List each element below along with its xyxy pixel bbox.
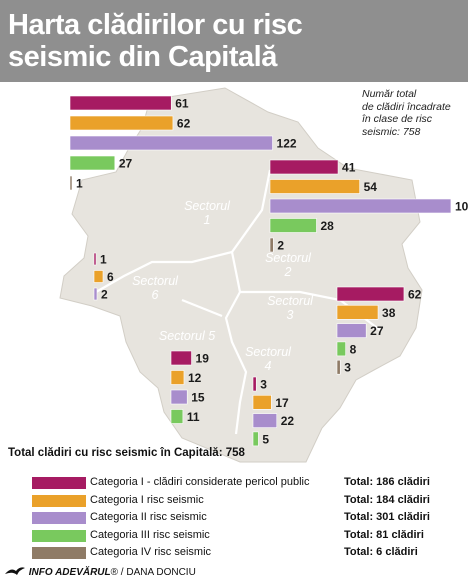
bar-value-label: 122	[277, 137, 297, 151]
bar	[252, 413, 278, 428]
legend-total: Total: 81 clădiri	[344, 528, 424, 541]
legend-swatch	[32, 529, 86, 542]
bar-value-label: 62	[408, 288, 422, 302]
bar	[93, 252, 97, 266]
bar	[269, 179, 360, 194]
legend-swatch	[32, 547, 86, 559]
bar-value-label: 1	[100, 253, 107, 267]
bar-value-label: 38	[382, 306, 396, 320]
sector-label: Sectorul	[132, 274, 179, 288]
bar-value-label: 28	[320, 219, 334, 233]
sector-label: Sectorul 5	[159, 329, 215, 343]
bar-value-label: 22	[281, 414, 295, 428]
bar	[269, 237, 274, 253]
page-title-line-1: Harta clădirilor cu risc	[8, 9, 303, 41]
bar-value-label: 27	[370, 324, 384, 338]
bird-logo-icon	[4, 567, 29, 578]
bar	[269, 159, 339, 175]
bar-value-label: 3	[260, 378, 267, 392]
bar-value-label: 17	[275, 396, 289, 410]
bar-value-label: 6	[107, 270, 114, 284]
bar	[93, 287, 98, 301]
legend-label: Categoria III risc seismic	[90, 528, 210, 541]
bar-value-label: 109	[455, 200, 468, 214]
bar	[336, 286, 405, 302]
legend-item: Categoria III risc seismic Total: 81 clăd…	[14, 527, 460, 544]
sector-label: Sectorul	[265, 251, 312, 265]
sector-label: 3	[287, 308, 294, 322]
legend-label: Categoria I - clădiri considerate perico…	[90, 476, 310, 488]
legend-item: Categoria I - clădiri considerate perico…	[14, 474, 460, 491]
legend-swatch	[32, 494, 86, 507]
sector-label: 6	[152, 288, 159, 302]
bar-value-label: 54	[364, 180, 378, 194]
bar	[336, 323, 367, 338]
bar	[69, 135, 273, 151]
legend-total: Total: 6 clădiri	[344, 546, 418, 558]
credit-brand: INFO ADEVĂRUL	[28, 567, 111, 578]
bar	[69, 115, 174, 131]
bar-value-label: 11	[187, 410, 200, 424]
legend-item: Categoria II risc seismic Total: 301 clăd…	[14, 509, 460, 526]
bar	[93, 270, 104, 283]
bar-value-label: 12	[188, 371, 202, 385]
credit-author: ® / DANA DONCIU	[110, 567, 196, 578]
bar	[252, 394, 272, 410]
bar	[252, 376, 257, 392]
legend-item: Categoria I risc seismic Total: 184 clădi…	[14, 492, 460, 509]
legend-total: Total: 184 clădiri	[344, 493, 430, 506]
bar	[170, 389, 188, 405]
sector-label: Sectorul	[184, 199, 231, 213]
bar-value-label: 27	[119, 157, 133, 171]
bar	[336, 304, 379, 320]
sector-labels: Sectorul1Sectorul2Sectorul3Sectorul4Sect…	[132, 199, 314, 373]
sector-label: 2	[284, 265, 292, 279]
bar-value-label: 61	[175, 97, 189, 111]
sector-label: 1	[204, 213, 211, 227]
legend-label: Categoria I risc seismic	[90, 493, 204, 506]
bar-value-label: 19	[196, 352, 210, 366]
sector-label: 4	[265, 359, 272, 373]
credit-line: INFO ADEVĂRUL® / DANA DONCIU	[4, 566, 196, 578]
bar-value-label: 8	[350, 342, 357, 356]
legend-swatch	[32, 512, 86, 524]
legend-total: Total: 186 clădiri	[344, 476, 430, 488]
note-line: seismic: 758	[362, 125, 421, 138]
bar	[69, 95, 172, 111]
total-note: Număr total de clădiri încadrate în clas…	[362, 88, 462, 138]
legend-item: Categoria IV risc seismic Total: 6 clădir…	[14, 544, 460, 561]
bar	[269, 198, 452, 214]
legend-swatch	[32, 477, 86, 489]
bar-value-label: 41	[342, 161, 356, 175]
bar-value-label: 2	[101, 288, 108, 302]
bar-series: 6162122271415410928262382783317225191215…	[69, 95, 468, 447]
bar-value-label: 15	[191, 391, 205, 405]
bar	[336, 341, 346, 357]
bar-value-label: 3	[344, 361, 351, 375]
note-line: Număr total	[362, 88, 417, 100]
bar	[170, 350, 192, 366]
bar	[69, 155, 116, 171]
bar-value-label: 62	[177, 117, 191, 131]
sector-label: Sectorul	[245, 345, 292, 359]
bar	[69, 175, 73, 191]
bar	[336, 359, 341, 375]
bar-value-label: 1	[76, 177, 83, 191]
total-buildings-text: Total clădiri cu risc seismic în Capital…	[8, 447, 245, 459]
bar	[252, 431, 259, 447]
sector-label: Sectorul	[267, 294, 314, 308]
bar	[269, 218, 317, 233]
legend-label: Categoria IV risc seismic	[90, 546, 212, 558]
page-title-line-2: seismic din Capitală	[8, 41, 277, 73]
bar	[170, 409, 184, 424]
bar-value-label: 5	[262, 432, 269, 446]
legend-total: Total: 301 clădiri	[344, 511, 430, 523]
bar	[170, 370, 185, 385]
note-line: de clădiri încadrate	[362, 100, 451, 113]
note-line: în clase de risc	[362, 113, 433, 125]
bar-value-label: 2	[277, 239, 284, 253]
title-banner: Harta clădirilor cu risc seismic din Cap…	[0, 0, 468, 82]
legend-label: Categoria II risc seismic	[90, 511, 207, 523]
